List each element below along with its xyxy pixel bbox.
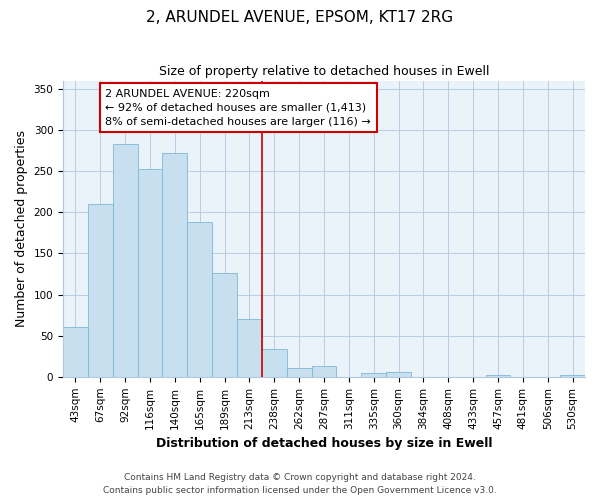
Bar bbox=[88, 204, 113, 377]
Text: 2, ARUNDEL AVENUE, EPSOM, KT17 2RG: 2, ARUNDEL AVENUE, EPSOM, KT17 2RG bbox=[146, 10, 454, 25]
Bar bbox=[262, 349, 287, 377]
Y-axis label: Number of detached properties: Number of detached properties bbox=[15, 130, 28, 327]
Bar bbox=[485, 375, 511, 377]
Bar bbox=[361, 372, 386, 377]
X-axis label: Distribution of detached houses by size in Ewell: Distribution of detached houses by size … bbox=[156, 437, 492, 450]
Bar bbox=[287, 368, 311, 377]
Bar bbox=[311, 366, 337, 377]
Bar bbox=[63, 328, 88, 377]
Bar bbox=[237, 319, 262, 377]
Bar bbox=[386, 372, 411, 377]
Bar bbox=[113, 144, 137, 377]
Bar bbox=[187, 222, 212, 377]
Title: Size of property relative to detached houses in Ewell: Size of property relative to detached ho… bbox=[159, 65, 489, 78]
Bar bbox=[212, 273, 237, 377]
Bar bbox=[137, 170, 163, 377]
Text: 2 ARUNDEL AVENUE: 220sqm
← 92% of detached houses are smaller (1,413)
8% of semi: 2 ARUNDEL AVENUE: 220sqm ← 92% of detach… bbox=[105, 89, 371, 127]
Bar bbox=[560, 375, 585, 377]
Bar bbox=[163, 153, 187, 377]
Text: Contains HM Land Registry data © Crown copyright and database right 2024.
Contai: Contains HM Land Registry data © Crown c… bbox=[103, 474, 497, 495]
